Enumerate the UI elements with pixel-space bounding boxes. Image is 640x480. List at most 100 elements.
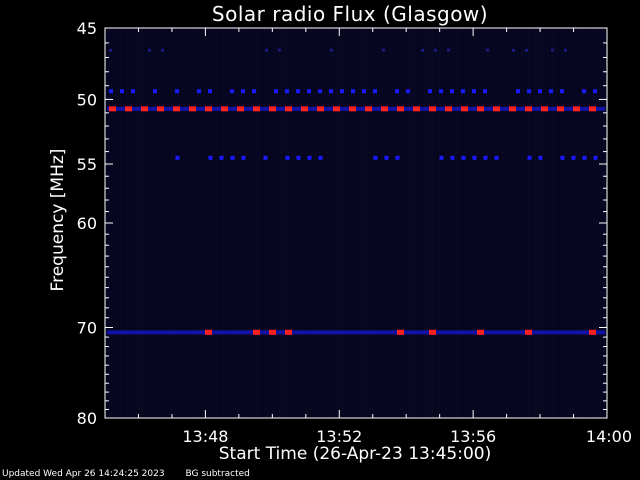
band-dash — [560, 89, 564, 94]
band-dash — [461, 89, 465, 94]
texture-column — [399, 28, 401, 418]
band-dash — [397, 329, 404, 335]
texture-column — [480, 28, 482, 418]
band-dash — [252, 89, 256, 94]
texture-column — [333, 28, 335, 418]
texture-column — [558, 28, 560, 418]
texture-column — [411, 28, 413, 418]
texture-column — [252, 28, 254, 418]
band-dash — [541, 106, 548, 112]
band-dash — [269, 329, 276, 335]
x-tick-label: 13:56 — [450, 427, 496, 446]
texture-column — [393, 28, 395, 418]
band-dash — [351, 89, 355, 94]
band-dash — [573, 106, 580, 112]
texture-column — [546, 28, 548, 418]
band-dash — [173, 106, 180, 112]
band-dash — [589, 106, 596, 112]
band-dash — [447, 48, 450, 52]
texture-column — [471, 28, 473, 418]
texture-column — [537, 28, 539, 418]
texture-column — [402, 28, 404, 418]
band-dash — [525, 48, 528, 52]
band-dash — [296, 89, 300, 94]
band-dash — [421, 48, 424, 52]
texture-column — [117, 28, 119, 418]
texture-column — [174, 28, 176, 418]
texture-column — [363, 28, 365, 418]
band-dash — [593, 89, 597, 94]
texture-column — [123, 28, 125, 418]
texture-column — [282, 28, 284, 418]
band-dash — [494, 155, 499, 160]
y-tick-label: 80 — [77, 409, 97, 428]
texture-column — [210, 28, 212, 418]
band-dash — [161, 48, 164, 52]
band-dash — [253, 106, 260, 112]
texture-column — [306, 28, 308, 418]
band-dash — [157, 106, 164, 112]
texture-column — [423, 28, 425, 418]
texture-column — [567, 28, 569, 418]
texture-column — [321, 28, 323, 418]
band-dash — [512, 48, 515, 52]
band-dash — [593, 155, 598, 160]
band-dash — [318, 155, 323, 160]
texture-column — [177, 28, 179, 418]
texture-column — [204, 28, 206, 418]
texture-column — [375, 28, 377, 418]
texture-column — [390, 28, 392, 418]
band-dash — [527, 89, 531, 94]
texture-column — [519, 28, 521, 418]
texture-column — [132, 28, 134, 418]
band-dash — [472, 89, 476, 94]
texture-column — [135, 28, 137, 418]
texture-column — [591, 28, 593, 418]
texture-column — [351, 28, 353, 418]
texture-column — [585, 28, 587, 418]
band-dash — [589, 329, 596, 335]
texture-column — [336, 28, 338, 418]
texture-column — [234, 28, 236, 418]
band-dash — [538, 89, 542, 94]
y-tick-label: 70 — [77, 318, 97, 337]
texture-column — [171, 28, 173, 418]
band-dash — [221, 106, 228, 112]
texture-column — [438, 28, 440, 418]
band-dash — [333, 106, 340, 112]
texture-column — [465, 28, 467, 418]
band-dash — [582, 89, 586, 94]
texture-column — [327, 28, 329, 418]
texture-column — [447, 28, 449, 418]
band-dash — [318, 89, 322, 94]
band-dash — [241, 155, 246, 160]
y-axis-ticks: 45 50 55 60 70 80 — [77, 19, 607, 428]
texture-column — [198, 28, 200, 418]
texture-column — [522, 28, 524, 418]
y-tick-label: 55 — [77, 155, 97, 174]
texture-column — [144, 28, 146, 418]
texture-column — [450, 28, 452, 418]
texture-column — [531, 28, 533, 418]
band-dash — [525, 106, 532, 112]
x-tick-label: 13:48 — [182, 427, 228, 446]
texture-column — [534, 28, 536, 418]
band-dash — [349, 106, 356, 112]
band-dash — [445, 106, 452, 112]
texture-column — [324, 28, 326, 418]
spectrogram-bands — [107, 48, 605, 335]
spectrogram-texture — [105, 28, 608, 418]
band-dash — [373, 155, 378, 160]
band-dash — [549, 89, 553, 94]
texture-column — [183, 28, 185, 418]
band-dash — [516, 89, 520, 94]
band-dash — [175, 155, 180, 160]
band-dash — [493, 106, 500, 112]
band-dash — [241, 89, 245, 94]
band-dash — [265, 48, 268, 52]
band-dash — [269, 106, 276, 112]
texture-column — [276, 28, 278, 418]
texture-column — [288, 28, 290, 418]
texture-column — [318, 28, 320, 418]
texture-column — [486, 28, 488, 418]
